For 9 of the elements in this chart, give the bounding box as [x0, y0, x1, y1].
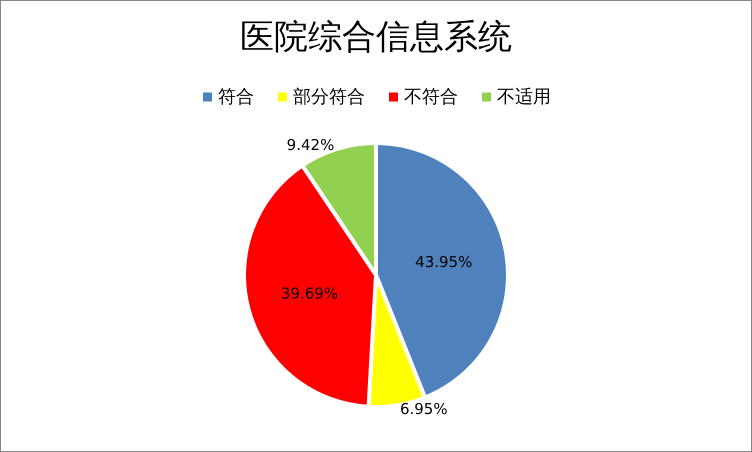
data-label: 39.69%: [280, 284, 338, 302]
legend-label: 不适用: [497, 86, 551, 108]
data-label: 6.95%: [400, 400, 448, 418]
data-label: 9.42%: [286, 136, 334, 154]
legend-label: 不符合: [404, 86, 458, 108]
data-label: 43.95%: [415, 252, 472, 271]
legend-label: 符合: [218, 86, 254, 108]
legend-label: 部分符合: [293, 86, 365, 108]
chart-title: 医院综合信息系统: [240, 17, 512, 57]
